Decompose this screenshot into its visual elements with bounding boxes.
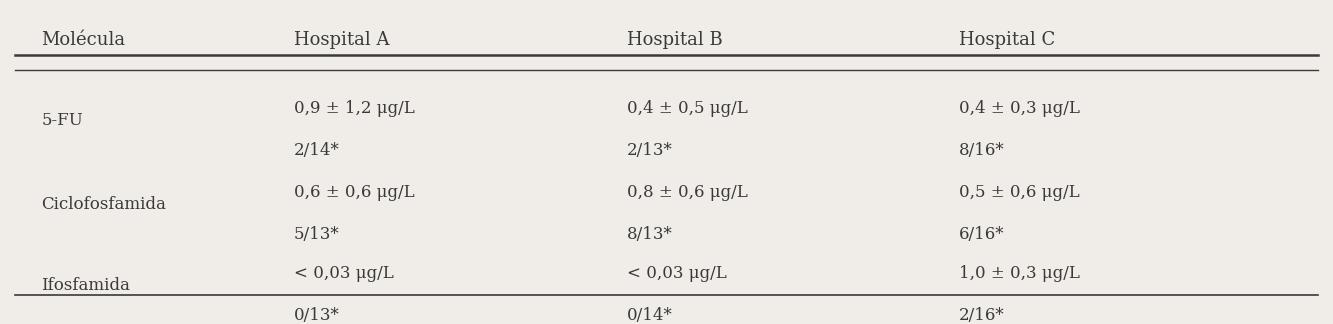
Text: Hospital C: Hospital C	[960, 31, 1056, 49]
Text: Molécula: Molécula	[41, 31, 125, 49]
Text: 0,4 ± 0,3 μg/L: 0,4 ± 0,3 μg/L	[960, 100, 1080, 117]
Text: 8/13*: 8/13*	[627, 226, 672, 243]
Text: 0,9 ± 1,2 μg/L: 0,9 ± 1,2 μg/L	[295, 100, 415, 117]
Text: 1,0 ± 0,3 μg/L: 1,0 ± 0,3 μg/L	[960, 265, 1080, 282]
Text: 0,5 ± 0,6 μg/L: 0,5 ± 0,6 μg/L	[960, 184, 1080, 201]
Text: 8/16*: 8/16*	[960, 142, 1005, 159]
Text: Ifosfamida: Ifosfamida	[41, 277, 131, 294]
Text: Hospital B: Hospital B	[627, 31, 722, 49]
Text: 0,8 ± 0,6 μg/L: 0,8 ± 0,6 μg/L	[627, 184, 748, 201]
Text: 2/13*: 2/13*	[627, 142, 672, 159]
Text: Ciclofosfamida: Ciclofosfamida	[41, 196, 167, 213]
Text: 2/16*: 2/16*	[960, 307, 1005, 324]
Text: Hospital A: Hospital A	[295, 31, 389, 49]
Text: 0/13*: 0/13*	[295, 307, 340, 324]
Text: < 0,03 μg/L: < 0,03 μg/L	[295, 265, 393, 282]
Text: 0,4 ± 0,5 μg/L: 0,4 ± 0,5 μg/L	[627, 100, 748, 117]
Text: 5-FU: 5-FU	[41, 112, 83, 129]
Text: 5/13*: 5/13*	[295, 226, 340, 243]
Text: 6/16*: 6/16*	[960, 226, 1005, 243]
Text: 0,6 ± 0,6 μg/L: 0,6 ± 0,6 μg/L	[295, 184, 415, 201]
Text: 0/14*: 0/14*	[627, 307, 672, 324]
Text: 2/14*: 2/14*	[295, 142, 340, 159]
Text: < 0,03 μg/L: < 0,03 μg/L	[627, 265, 726, 282]
